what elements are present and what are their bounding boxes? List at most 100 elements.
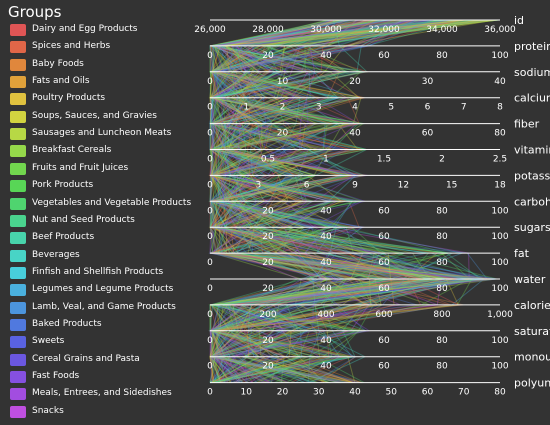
tick-label: 7 xyxy=(461,103,467,113)
tick-label: 100 xyxy=(491,284,508,294)
tick-label: 60 xyxy=(378,362,390,372)
legend-swatch xyxy=(10,162,26,175)
tick-label: 40 xyxy=(349,388,361,398)
tick-label: 60 xyxy=(422,129,434,139)
tick-label: 34,000 xyxy=(426,25,458,35)
legend-label: Beverages xyxy=(32,249,80,260)
legend-swatch xyxy=(10,180,26,193)
legend-label: Lamb, Veal, and Game Products xyxy=(32,301,176,312)
tick-label: 20 xyxy=(262,258,274,268)
tick-label: 28,000 xyxy=(252,25,284,35)
legend-label: Breakfast Cereals xyxy=(32,145,112,156)
legend-swatch xyxy=(10,232,26,245)
axis-name[interactable]: carbohydrate xyxy=(514,195,550,208)
tick-label: 40 xyxy=(494,77,506,87)
tick-label: 20 xyxy=(262,284,274,294)
legend-swatch xyxy=(10,24,26,36)
tick-label: 20 xyxy=(349,77,361,87)
legend-label: Baked Products xyxy=(32,318,102,329)
tick-label: 0 xyxy=(207,129,213,139)
axis-name[interactable]: protein xyxy=(514,40,550,53)
tick-label: 80 xyxy=(436,336,448,346)
axis-name[interactable]: saturated xyxy=(514,325,550,338)
tick-label: 0 xyxy=(207,258,213,268)
tick-label: 80 xyxy=(494,388,506,398)
legend-label: Meals, Entrees, and Sidedishes xyxy=(32,388,172,399)
tick-label: 0 xyxy=(207,103,213,113)
tick-label: 4 xyxy=(352,103,358,113)
legend-label: Nut and Seed Products xyxy=(32,214,135,225)
tick-label: 0.5 xyxy=(261,155,275,165)
axis-name[interactable]: fiber xyxy=(514,118,540,131)
axis-name[interactable]: vitamin xyxy=(514,144,550,157)
tick-label: 40 xyxy=(320,284,332,294)
tick-label: 1 xyxy=(323,155,329,165)
axis-name[interactable]: potassium xyxy=(514,169,550,182)
legend-label: Poultry Products xyxy=(32,93,106,104)
legend-swatch xyxy=(10,145,26,158)
tick-label: 30 xyxy=(313,388,325,398)
tick-label: 20 xyxy=(262,51,274,61)
legend-label: Sausages and Luncheon Meats xyxy=(32,128,172,139)
tick-label: 20 xyxy=(262,232,274,242)
tick-label: 60 xyxy=(378,258,390,268)
tick-label: 20 xyxy=(277,129,289,139)
tick-label: 100 xyxy=(491,206,508,216)
legend-label: Snacks xyxy=(32,405,64,416)
axis-name[interactable]: sodium xyxy=(514,66,550,79)
axis-name[interactable]: polyunsat xyxy=(514,377,550,390)
axis-name[interactable]: sugars xyxy=(514,221,550,234)
tick-label: 100 xyxy=(491,362,508,372)
axis-name[interactable]: calories xyxy=(514,299,550,312)
legend-swatch xyxy=(10,93,26,106)
legend-swatch xyxy=(10,336,26,349)
tick-label: 12 xyxy=(398,180,409,190)
tick-label: 0 xyxy=(207,206,213,216)
tick-label: 60 xyxy=(378,51,390,61)
tick-label: 600 xyxy=(375,310,392,320)
tick-label: 15 xyxy=(446,180,457,190)
tick-label: 0 xyxy=(207,388,213,398)
tick-label: 0 xyxy=(207,336,213,346)
tick-label: 10 xyxy=(241,388,253,398)
tick-label: 0 xyxy=(207,232,213,242)
axis-name[interactable]: fat xyxy=(514,247,530,260)
legend-label: Fruits and Fruit Juices xyxy=(32,162,129,173)
tick-label: 40 xyxy=(320,258,332,268)
legend-swatch xyxy=(10,266,26,279)
tick-label: 60 xyxy=(378,284,390,294)
legend-title: Groups xyxy=(8,3,62,21)
axis-name[interactable]: water xyxy=(514,273,546,286)
tick-label: 40 xyxy=(320,336,332,346)
tick-label: 100 xyxy=(491,336,508,346)
tick-label: 0 xyxy=(207,310,213,320)
legend-swatch xyxy=(10,76,26,89)
tick-label: 100 xyxy=(491,258,508,268)
legend-swatch xyxy=(10,371,26,383)
tick-label: 400 xyxy=(317,310,334,320)
tick-label: 80 xyxy=(436,206,448,216)
axis-name[interactable]: id xyxy=(514,14,524,27)
legend-label: Sweets xyxy=(32,336,65,347)
tick-label: 0 xyxy=(207,51,213,61)
tick-label: 6 xyxy=(304,180,310,190)
tick-label: 0 xyxy=(207,180,213,190)
legend-swatch xyxy=(10,353,26,366)
legend-label: Soups, Sauces, and Gravies xyxy=(32,110,157,121)
axis-name[interactable]: calcium xyxy=(514,92,550,105)
tick-label: 200 xyxy=(259,310,276,320)
axis-name[interactable]: monounsat xyxy=(514,351,550,364)
legend-swatch xyxy=(10,318,26,331)
legend-swatch xyxy=(10,110,26,123)
legend-swatch xyxy=(10,58,26,71)
tick-label: 30 xyxy=(422,77,434,87)
tick-label: 70 xyxy=(458,388,470,398)
tick-label: 2 xyxy=(439,155,445,165)
tick-label: 800 xyxy=(433,310,450,320)
tick-label: 100 xyxy=(491,232,508,242)
tick-label: 10 xyxy=(277,77,289,87)
legend-label: Pork Products xyxy=(32,180,94,191)
legend-swatch xyxy=(10,41,26,54)
